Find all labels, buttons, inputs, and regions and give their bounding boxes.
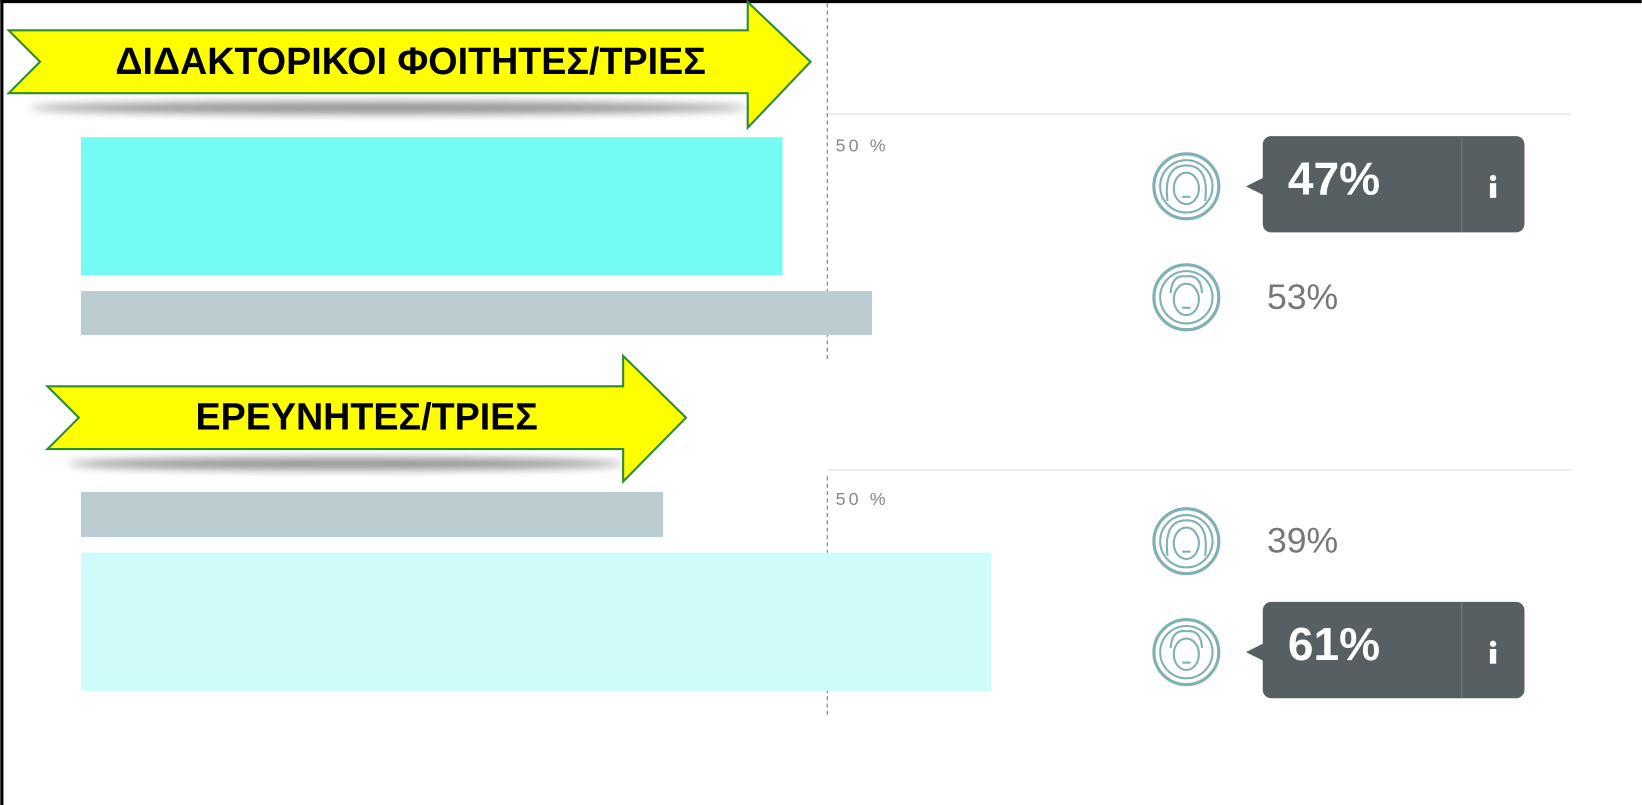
- icon-hair: [1165, 164, 1207, 202]
- icon-ring: [1152, 263, 1221, 332]
- badge-icon-head: [1489, 640, 1497, 647]
- x-tick-label: 50 %: [836, 135, 889, 155]
- icon-ring: [1152, 152, 1221, 221]
- icon-face: [1172, 526, 1200, 561]
- bar: [80, 137, 783, 276]
- left-border: [0, 0, 4, 805]
- badge-icon-body: [1489, 649, 1497, 664]
- badge: [1246, 136, 1525, 233]
- arrow-shadow: [68, 457, 624, 471]
- value-label: 61%: [1288, 618, 1380, 670]
- bar: [80, 552, 992, 691]
- female-icon: [1152, 152, 1221, 221]
- icon-hair: [1169, 275, 1204, 294]
- value-label: 47%: [1288, 152, 1380, 204]
- icon-face: [1172, 282, 1200, 317]
- icon-inner: [1159, 513, 1214, 569]
- section-title: ΔΙΔΑΚΤΟΡΙΚΟΙ ΦΟΙΤΗΤΕΣ/ΤΡΙΕΣ: [115, 40, 705, 82]
- arrow-banner: [6, 0, 813, 131]
- icon-face: [1172, 637, 1200, 672]
- icon-hair: [1169, 629, 1204, 649]
- male-icon: [1152, 263, 1221, 332]
- male-icon: [1152, 618, 1221, 687]
- bar: [80, 492, 664, 538]
- badge-icon-head: [1489, 174, 1497, 182]
- value-label: 39%: [1267, 521, 1338, 561]
- badge: [1246, 601, 1525, 699]
- icon-ring: [1152, 507, 1221, 576]
- icon-ring: [1152, 618, 1221, 687]
- badge-icon-body: [1489, 183, 1497, 198]
- icon-inner: [1159, 270, 1214, 325]
- female-icon: [1152, 507, 1221, 576]
- value-label: 53%: [1267, 277, 1338, 317]
- top-border: [0, 0, 1642, 4]
- x-tick-label: 50 %: [836, 489, 889, 509]
- icon-face: [1172, 171, 1200, 206]
- icon-hair: [1165, 519, 1207, 556]
- arrow-shadow: [29, 101, 748, 115]
- arrow-banner: [44, 353, 688, 485]
- icon-inner: [1159, 624, 1214, 680]
- section-title: ΕΡΕΥΝΗΤΕΣ/ΤΡΙΕΣ: [195, 396, 537, 438]
- bar: [80, 291, 873, 335]
- icon-inner: [1159, 159, 1214, 214]
